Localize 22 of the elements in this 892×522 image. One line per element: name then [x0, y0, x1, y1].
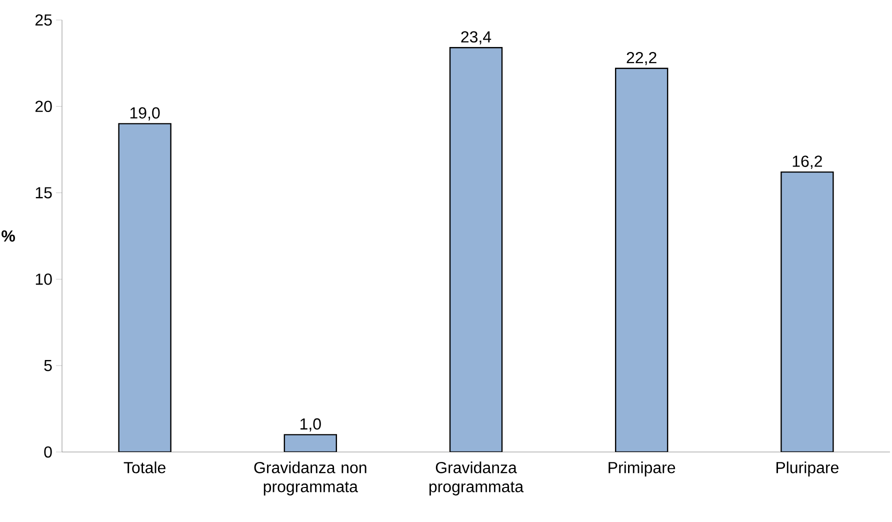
y-tick-label: 20: [35, 100, 52, 112]
x-tick-label: Totale: [124, 462, 166, 474]
y-tick-label: 25: [35, 14, 52, 26]
x-tick-label: Primipare: [608, 462, 676, 476]
bar: [780, 171, 834, 452]
data-label: 1,0: [300, 418, 321, 432]
data-label: 16,2: [792, 156, 822, 169]
y-tick-label: 15: [36, 187, 52, 198]
x-tick-label: Gravidanza programmata: [429, 462, 524, 496]
bar: [118, 123, 172, 452]
data-label: 19,0: [130, 107, 160, 120]
x-tick-label: Pluripare: [776, 462, 838, 476]
data-label: 23,4: [461, 31, 492, 44]
y-tick-label: 5: [44, 360, 52, 372]
y-tick-label: 0: [44, 446, 52, 458]
x-tick-label: Gravidanza non programmata: [254, 462, 366, 496]
bar: [449, 47, 503, 452]
bar: [615, 68, 668, 452]
data-label: 22,2: [626, 52, 656, 66]
bar: [284, 434, 338, 452]
y-tick-label: 10: [36, 274, 52, 285]
y-axis-title: %: [2, 230, 15, 242]
